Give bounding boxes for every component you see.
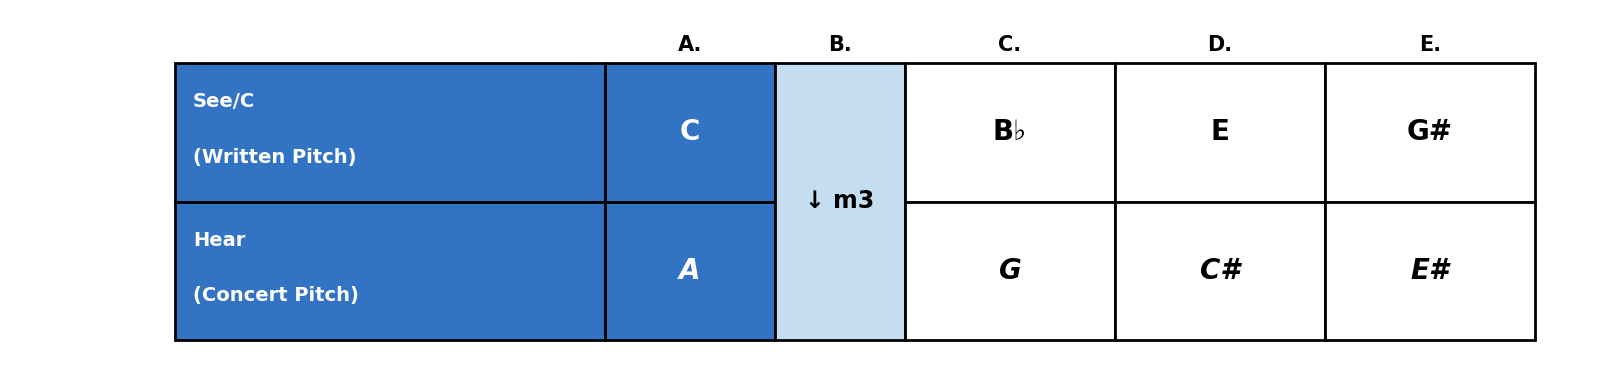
Text: G: G — [999, 257, 1021, 285]
Text: C: C — [680, 118, 700, 146]
Bar — [1325, 201, 1535, 340]
Text: D.: D. — [1207, 35, 1233, 55]
Text: A: A — [679, 257, 701, 285]
Text: C.: C. — [999, 35, 1021, 55]
Text: E: E — [1210, 118, 1230, 146]
Text: See/C: See/C — [192, 92, 255, 111]
Bar — [905, 201, 1115, 340]
Text: A.: A. — [677, 35, 703, 55]
Bar — [776, 63, 905, 340]
Bar — [1325, 63, 1535, 201]
Text: (Written Pitch): (Written Pitch) — [192, 148, 357, 167]
Text: E.: E. — [1419, 35, 1441, 55]
Bar — [1115, 201, 1325, 340]
Text: Hear: Hear — [192, 231, 246, 250]
Text: C#: C# — [1201, 257, 1239, 285]
Bar — [905, 63, 1115, 201]
Bar — [175, 201, 604, 340]
Bar — [175, 63, 604, 201]
Bar — [604, 201, 776, 340]
Text: B♭: B♭ — [992, 118, 1028, 146]
Text: ↓ m3: ↓ m3 — [805, 189, 874, 214]
Text: B.: B. — [827, 35, 852, 55]
Text: G#: G# — [1408, 118, 1453, 146]
Text: E#: E# — [1411, 257, 1450, 285]
Bar — [604, 63, 776, 201]
Bar — [1115, 63, 1325, 201]
Text: (Concert Pitch): (Concert Pitch) — [192, 286, 359, 305]
